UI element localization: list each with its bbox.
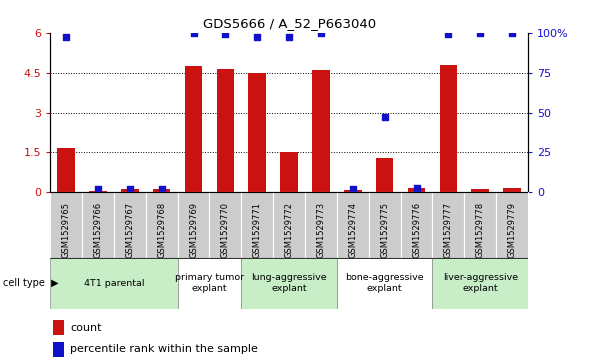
- Point: [507, 30, 517, 36]
- Point: [380, 114, 389, 120]
- Text: 4T1 parental: 4T1 parental: [84, 279, 144, 287]
- Point: [93, 186, 103, 192]
- Bar: [337, 192, 369, 258]
- Bar: [114, 192, 146, 258]
- Bar: [440, 65, 457, 192]
- Point: [316, 30, 326, 36]
- Bar: [337, 258, 432, 309]
- Bar: [273, 192, 305, 258]
- Bar: [241, 258, 337, 309]
- Text: liver-aggressive
explant: liver-aggressive explant: [442, 273, 518, 293]
- Bar: [408, 188, 425, 192]
- Bar: [248, 73, 266, 192]
- Text: GSM1529770: GSM1529770: [221, 202, 230, 258]
- Bar: [496, 192, 528, 258]
- Bar: [53, 320, 64, 335]
- Point: [253, 34, 262, 40]
- Bar: [82, 192, 114, 258]
- Text: primary tumor
explant: primary tumor explant: [175, 273, 244, 293]
- Bar: [376, 158, 394, 192]
- Point: [348, 186, 358, 192]
- Point: [476, 30, 485, 36]
- Bar: [312, 70, 330, 192]
- Bar: [471, 189, 489, 192]
- Bar: [178, 192, 209, 258]
- Point: [157, 186, 166, 192]
- Bar: [401, 192, 432, 258]
- Text: GSM1529767: GSM1529767: [125, 202, 135, 258]
- Text: GSM1529765: GSM1529765: [61, 202, 71, 258]
- Text: count: count: [70, 323, 101, 333]
- Text: GSM1529779: GSM1529779: [507, 202, 517, 258]
- Point: [221, 31, 230, 37]
- Bar: [185, 66, 202, 192]
- Text: GSM1529768: GSM1529768: [157, 202, 166, 258]
- Bar: [209, 192, 241, 258]
- Bar: [53, 342, 64, 357]
- Text: bone-aggressive
explant: bone-aggressive explant: [345, 273, 424, 293]
- Text: cell type  ▶: cell type ▶: [3, 278, 58, 288]
- Point: [284, 34, 294, 40]
- Point: [444, 31, 453, 37]
- Bar: [344, 190, 362, 192]
- Title: GDS5666 / A_52_P663040: GDS5666 / A_52_P663040: [202, 17, 376, 30]
- Bar: [50, 192, 82, 258]
- Bar: [464, 192, 496, 258]
- Text: GSM1529772: GSM1529772: [284, 202, 294, 258]
- Text: GSM1529773: GSM1529773: [316, 202, 326, 258]
- Bar: [369, 192, 401, 258]
- Text: GSM1529776: GSM1529776: [412, 202, 421, 258]
- Text: GSM1529777: GSM1529777: [444, 202, 453, 258]
- Text: lung-aggressive
explant: lung-aggressive explant: [251, 273, 327, 293]
- Text: GSM1529774: GSM1529774: [348, 202, 358, 258]
- Bar: [89, 191, 107, 192]
- Bar: [50, 258, 178, 309]
- Bar: [432, 192, 464, 258]
- Bar: [280, 152, 298, 192]
- Text: GSM1529771: GSM1529771: [253, 202, 262, 258]
- Text: GSM1529775: GSM1529775: [380, 202, 389, 258]
- Point: [189, 30, 198, 36]
- Bar: [178, 258, 241, 309]
- Bar: [305, 192, 337, 258]
- Point: [61, 34, 71, 40]
- Bar: [57, 148, 75, 192]
- Text: GSM1529778: GSM1529778: [476, 202, 485, 258]
- Bar: [121, 189, 139, 192]
- Point: [125, 186, 135, 192]
- Bar: [503, 188, 521, 192]
- Bar: [241, 192, 273, 258]
- Point: [412, 185, 421, 191]
- Bar: [146, 192, 178, 258]
- Text: GSM1529766: GSM1529766: [93, 202, 103, 258]
- Text: GSM1529769: GSM1529769: [189, 202, 198, 258]
- Bar: [217, 69, 234, 192]
- Text: percentile rank within the sample: percentile rank within the sample: [70, 344, 258, 354]
- Bar: [153, 189, 171, 192]
- Bar: [432, 258, 528, 309]
